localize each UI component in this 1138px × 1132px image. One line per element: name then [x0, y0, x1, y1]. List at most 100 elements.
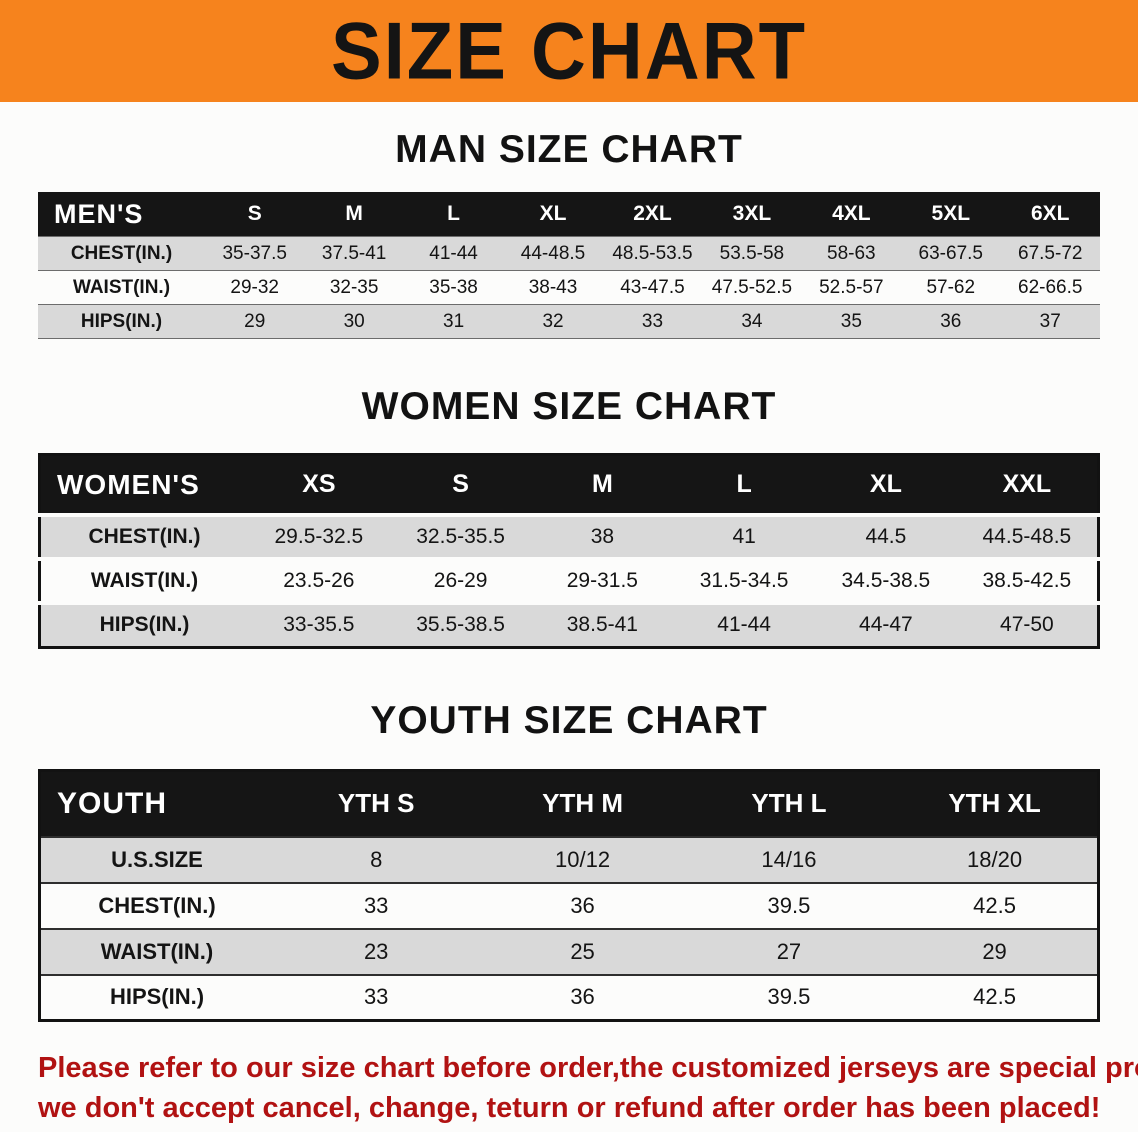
size-value-cell: 38.5-42.5 [982, 569, 1072, 592]
size-column-header: YTH L [685, 770, 893, 837]
size-value-cell: 18/20 [892, 835, 1099, 883]
youth-table-body: U.S.SIZE 8 10/12 14/16 18/20 CHEST(IN.) 33 36 39… [39, 835, 1099, 1021]
men-table-body: CHEST(IN.) 35-37.5 37.5-41 41-44 44-48.5 48.5… [38, 236, 1100, 339]
size-value-cell: 29 [892, 927, 1099, 975]
size-column-header: 6XL [1000, 192, 1100, 237]
row-label: HIPS(IN.) [99, 613, 190, 637]
size-value-cell: 35.5-38.5 [416, 613, 505, 637]
men-section-heading: MAN SIZE CHART [395, 128, 743, 171]
size-value-cell: 36 [479, 973, 686, 1021]
size-column-header: L [673, 454, 815, 515]
size-value-cell: 44.5-48.5 [982, 525, 1072, 548]
disclaimer-note: Please refer to our size chart before or… [38, 1048, 1138, 1128]
size-column-header: YTH XL [892, 770, 1099, 837]
size-column-header: XL [815, 454, 957, 515]
size-value-cell: 47-50 [1000, 613, 1054, 637]
size-value-cell: 44-48.5 [503, 236, 603, 271]
youth-size-section: YOUTH SIZE CHART YOUTH YTH S YTH M YTH L YTH… [0, 698, 1138, 1022]
table-corner-label: WOMEN'S [39, 454, 248, 515]
youth-section-heading: YOUTH SIZE CHART [370, 698, 768, 742]
table-corner-label: MEN'S [38, 192, 205, 237]
disclaimer-line-1: Please refer to our size chart before or… [38, 1052, 1138, 1084]
size-value-cell: 34.5-38.5 [841, 569, 931, 592]
size-value-cell: 39.5 [685, 973, 893, 1021]
size-value-cell: 29 [205, 304, 305, 339]
size-column-header: 3XL [702, 192, 802, 237]
measurement-row: CHEST(IN.) 29.5-32.5 32.5-35.5 38 41 44.5 44.5… [39, 515, 1099, 559]
size-value-cell: 39.5 [685, 881, 893, 929]
row-label: WAIST(IN.) [90, 569, 199, 592]
size-value-cell: 58-63 [801, 236, 902, 271]
row-label: U.S.SIZE [39, 835, 273, 883]
men-table-header: MEN'S S M L XL 2XL 3XL 4XL 5XL 6XL [38, 192, 1100, 237]
size-value-cell: 42.5 [892, 973, 1099, 1021]
size-column-header: XXL [956, 454, 1099, 515]
row-label: WAIST(IN.) [39, 927, 273, 975]
size-column-header: M [304, 192, 404, 237]
size-column-header: S [389, 454, 532, 515]
size-value-cell: 30 [304, 304, 404, 339]
size-column-header: 4XL [801, 192, 902, 237]
size-value-cell: 63-67.5 [901, 236, 1001, 271]
size-value-cell: 33 [273, 973, 480, 1021]
size-value-cell: 33 [602, 304, 703, 339]
size-column-header: YTH S [273, 770, 480, 837]
size-value-cell: 29-31.5 [566, 569, 638, 592]
size-value-cell: 14/16 [685, 835, 893, 883]
size-value-cell: 36 [901, 304, 1001, 339]
size-column-header: YTH M [479, 770, 686, 837]
size-column-header: 2XL [602, 192, 703, 237]
women-size-section: WOMEN SIZE CHART WOMEN'S XS S M L XL XXL CHEST… [0, 385, 1138, 649]
size-value-cell: 53.5-58 [702, 236, 802, 271]
size-column-header: M [531, 454, 674, 515]
size-value-cell: 35-37.5 [205, 236, 305, 271]
size-value-cell: 25 [479, 927, 686, 975]
size-value-cell: 38-43 [503, 270, 603, 305]
size-value-cell: 23.5-26 [283, 569, 355, 592]
men-size-section: MAN SIZE CHART MEN'S S M L XL 2XL 3XL 4XL 5XL 6XL… [0, 128, 1138, 339]
size-value-cell: 26-29 [433, 569, 488, 592]
women-table-header: WOMEN'S XS S M L XL XXL [39, 454, 1099, 515]
size-value-cell: 37 [1000, 304, 1100, 339]
men-size-table: MEN'S S M L XL 2XL 3XL 4XL 5XL 6XL CHEST(IN.) 35-3… [38, 192, 1100, 339]
row-label: HIPS(IN.) [38, 304, 205, 339]
size-value-cell: 41-44 [403, 236, 504, 271]
measurement-row: WAIST(IN.) 29-32 32-35 35-38 38-43 43-47.5 47.… [38, 270, 1100, 305]
measurement-row: CHEST(IN.) 33 36 39.5 42.5 [39, 881, 1099, 929]
size-value-cell: 43-47.5 [602, 270, 703, 305]
size-value-cell: 31.5-34.5 [699, 569, 789, 592]
size-value-cell: 57-62 [901, 270, 1001, 305]
size-value-cell: 34 [702, 304, 802, 339]
size-column-header: XL [503, 192, 603, 237]
measurement-row: HIPS(IN.) 29 30 31 32 33 34 35 36 37 [38, 304, 1100, 339]
size-value-cell: 47.5-52.5 [702, 270, 802, 305]
youth-table-header: YOUTH YTH S YTH M YTH L YTH XL [39, 770, 1099, 837]
women-table-body: CHEST(IN.) 29.5-32.5 32.5-35.5 38 41 44.5 44.5… [39, 515, 1099, 647]
measurement-row: WAIST(IN.) 23.5-26 26-29 29-31.5 31.5-34.5 34… [39, 559, 1099, 603]
size-value-cell: 52.5-57 [801, 270, 902, 305]
size-value-cell: 36 [479, 881, 686, 929]
size-column-header: 5XL [901, 192, 1001, 237]
size-column-header: XS [248, 454, 390, 515]
size-value-cell: 62-66.5 [1000, 270, 1100, 305]
youth-size-table: YOUTH YTH S YTH M YTH L YTH XL U.S.SIZE 8 10/1… [38, 768, 1100, 1022]
size-value-cell: 35 [801, 304, 902, 339]
size-value-cell: 29.5-32.5 [274, 525, 364, 548]
table-corner-label: YOUTH [39, 770, 273, 837]
size-value-cell: 35-38 [403, 270, 504, 305]
size-value-cell: 32.5-35.5 [416, 525, 505, 548]
women-section-heading: WOMEN SIZE CHART [361, 385, 777, 428]
size-value-cell: 31 [403, 304, 504, 339]
size-value-cell: 10/12 [479, 835, 686, 883]
size-value-cell: 27 [685, 927, 893, 975]
measurement-row: HIPS(IN.) 33 36 39.5 42.5 [39, 973, 1099, 1021]
row-label: CHEST(IN.) [39, 881, 273, 929]
size-value-cell: 48.5-53.5 [602, 236, 703, 271]
disclaimer-line-2: we don't accept cancel, change, teturn o… [38, 1092, 1101, 1125]
size-value-cell: 41-44 [717, 613, 771, 637]
women-size-table: WOMEN'S XS S M L XL XXL CHEST(IN.) 29.5-32.5 32.… [38, 453, 1100, 649]
size-value-cell: 41 [732, 525, 756, 548]
row-label: CHEST(IN.) [88, 525, 201, 548]
size-value-cell: 37.5-41 [304, 236, 404, 271]
size-value-cell: 33 [273, 881, 480, 929]
